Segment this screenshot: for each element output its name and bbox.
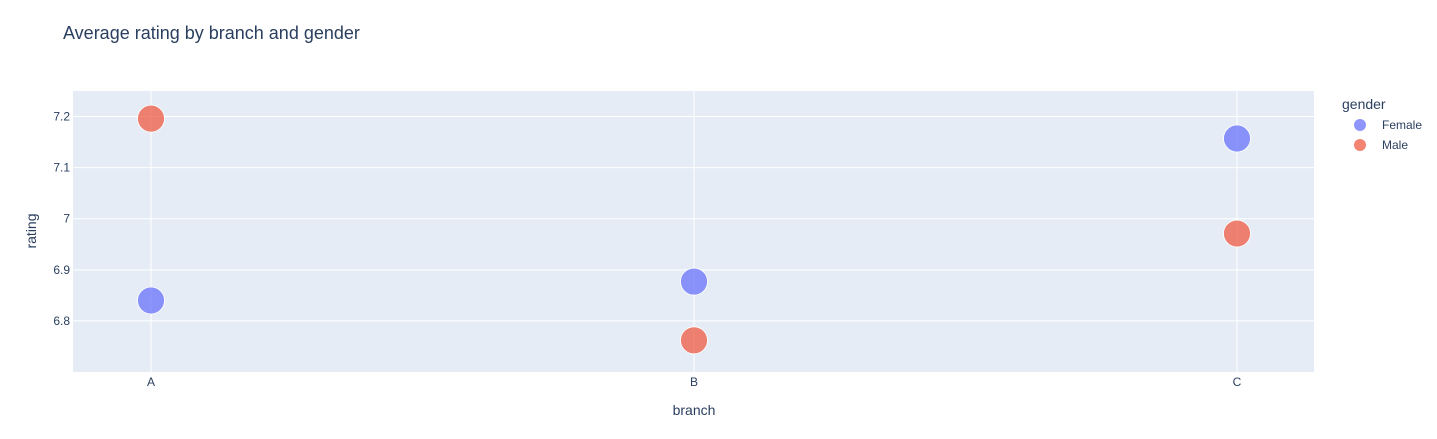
y-tick-label: 7.1 xyxy=(53,161,70,175)
point-male-c xyxy=(1223,219,1251,248)
legend-label-female: Female xyxy=(1382,118,1422,132)
point-female-c xyxy=(1223,124,1251,153)
legend-title: gender xyxy=(1342,96,1386,112)
y-axis-title: rating xyxy=(23,213,39,248)
x-tick-labels: A B C xyxy=(147,375,1242,389)
x-tick-label: A xyxy=(147,375,155,389)
point-male-a xyxy=(137,104,165,133)
legend: gender Female Male xyxy=(1342,96,1422,152)
chart-title: Average rating by branch and gender xyxy=(63,23,360,43)
legend-marker-male xyxy=(1354,139,1366,151)
legend-marker-female xyxy=(1354,119,1366,131)
point-male-b xyxy=(680,326,708,355)
y-tick-label: 6.8 xyxy=(53,314,70,328)
data-points xyxy=(137,104,1251,355)
legend-label-male: Male xyxy=(1382,138,1408,152)
y-tick-labels: 6.8 6.9 7 7.1 7.2 xyxy=(53,110,70,328)
x-tick-label: B xyxy=(690,375,698,389)
point-female-a xyxy=(137,286,165,315)
y-tick-label: 6.9 xyxy=(53,263,70,277)
y-tick-label: 7.2 xyxy=(53,110,70,124)
point-female-b xyxy=(680,267,708,296)
x-axis-title: branch xyxy=(673,402,716,418)
y-tick-label: 7 xyxy=(63,212,70,226)
x-tick-label: C xyxy=(1233,375,1242,389)
